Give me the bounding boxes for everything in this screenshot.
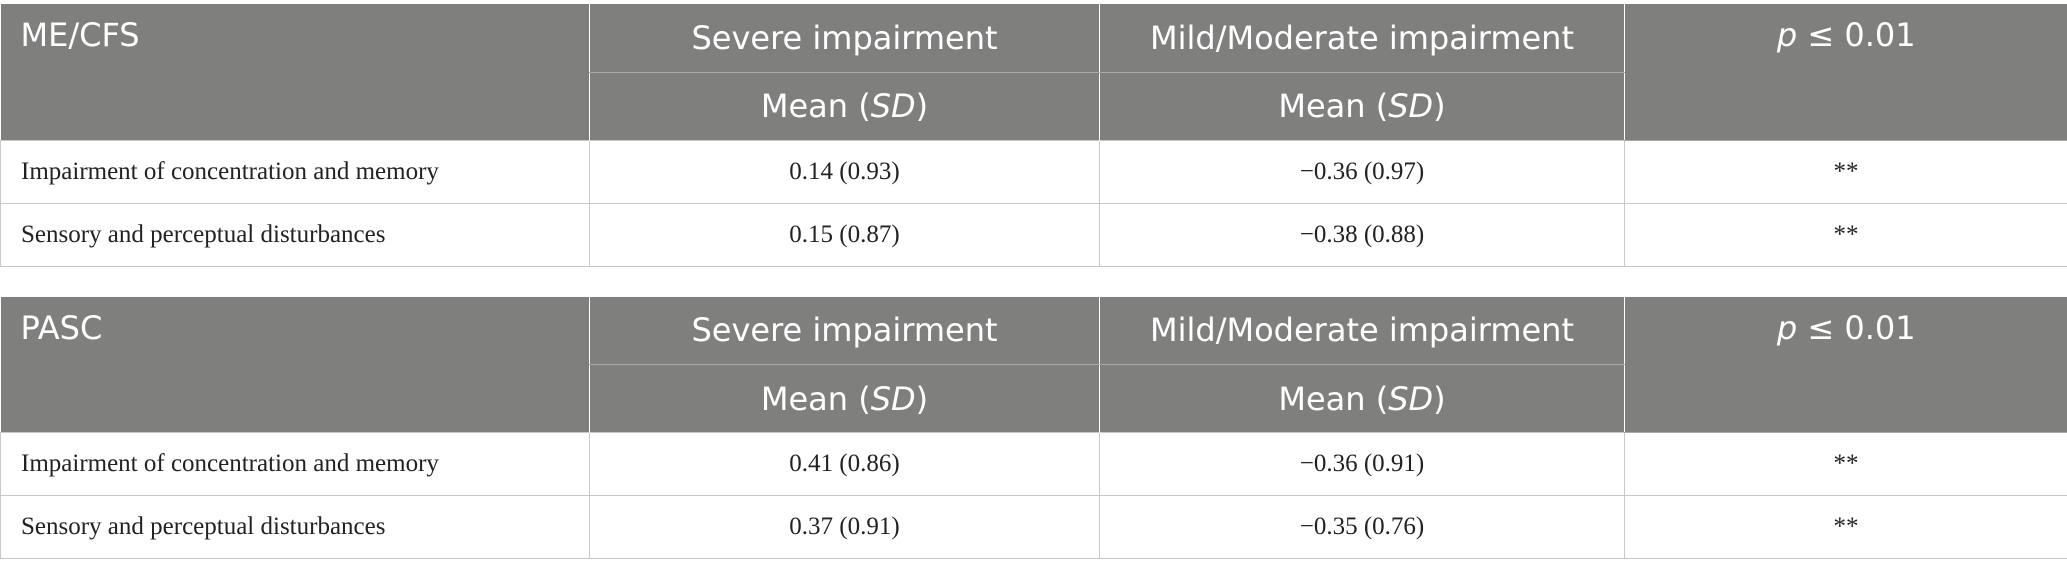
cell: ** <box>1624 139 2067 204</box>
p-symbol: p <box>1776 16 1798 54</box>
group-label: ME/CFS <box>0 4 590 140</box>
column-header: Mild/Moderate impairment <box>1099 296 1625 365</box>
data-row: Sensory and perceptual disturbances 0.15 … <box>0 202 2067 267</box>
cell: 0.37 (0.91) <box>589 495 1100 559</box>
data-table: ME/CFS Severe impairment Mild/Moderate imp… <box>0 4 2067 267</box>
subheader: Mean (SD) <box>1099 364 1625 433</box>
subheader-text: Mean ( <box>760 379 871 418</box>
cell: 0.14 (0.93) <box>589 139 1100 204</box>
cell: ** <box>1624 432 2067 496</box>
data-row: Impairment of concentration and memory 0.… <box>0 139 2067 204</box>
subheader-text: ) <box>915 87 929 125</box>
p-threshold: ≤ 0.01 <box>1807 308 1916 347</box>
subheader-text: Mean ( <box>1278 87 1389 125</box>
cell: ** <box>1624 495 2067 559</box>
group-label: PASC <box>0 296 590 433</box>
cell: −0.36 (0.91) <box>1099 432 1625 496</box>
header-row: ME/CFS Severe impairment Mild/Moderate imp… <box>0 4 2067 141</box>
p-threshold: ≤ 0.01 <box>1807 16 1916 54</box>
subheader: Mean (SD) <box>589 364 1100 433</box>
cell: ** <box>1624 202 2067 267</box>
subheader-text: Mean ( <box>760 87 871 125</box>
cell: 0.15 (0.87) <box>589 202 1100 267</box>
row-label: Impairment of concentration and memory <box>0 139 590 204</box>
p-symbol: p <box>1776 308 1798 347</box>
subheader-text: ) <box>1433 379 1446 418</box>
subheader-row: Mean (SD) Mean (SD) <box>1 364 2067 433</box>
header-row: PASC Severe impairment Mild/Moderate impai… <box>0 296 2067 433</box>
data-row: Sensory and perceptual disturbances 0.37 … <box>0 495 2067 559</box>
column-header: Severe impairment <box>589 4 1100 73</box>
data-table: PASC Severe impairment Mild/Moderate impai… <box>0 296 2067 559</box>
subheader-text: ) <box>915 379 929 418</box>
subheader-italic: SD <box>1388 379 1434 418</box>
subheader: Mean (SD) <box>1099 72 1625 140</box>
cell: −0.35 (0.76) <box>1099 495 1625 559</box>
data-row: Impairment of concentration and memory 0.… <box>0 432 2067 496</box>
subheader-text: Mean ( <box>1278 379 1389 418</box>
row-label: Sensory and perceptual disturbances <box>0 202 590 267</box>
subheader-italic: SD <box>870 379 916 418</box>
cell: 0.41 (0.86) <box>589 432 1100 496</box>
column-header: Severe impairment <box>589 296 1100 365</box>
cell: −0.38 (0.88) <box>1099 202 1625 267</box>
subheader-row: Mean (SD) Mean (SD) <box>1 72 2067 140</box>
p-header: p ≤ 0.01 <box>1624 296 2067 433</box>
row-label: Sensory and perceptual disturbances <box>0 495 590 559</box>
row-label: Impairment of concentration and memory <box>0 432 590 496</box>
subheader-italic: SD <box>1388 87 1434 125</box>
p-header: p ≤ 0.01 <box>1624 4 2067 141</box>
subheader-italic: SD <box>870 87 916 125</box>
column-header: Mild/Moderate impairment <box>1099 4 1625 73</box>
subheader-text: ) <box>1433 87 1446 125</box>
subheader: Mean (SD) <box>589 72 1100 140</box>
cell: −0.36 (0.97) <box>1099 139 1625 204</box>
